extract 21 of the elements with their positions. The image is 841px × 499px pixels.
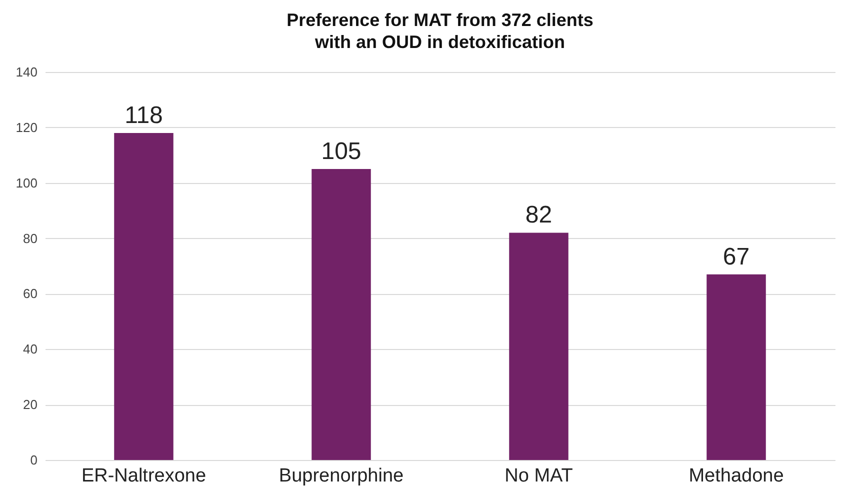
- x-tick-label: ER-Naltrexone: [81, 466, 206, 486]
- y-tick-label: 140: [16, 64, 38, 80]
- x-tick-label: Buprenorphine: [278, 466, 404, 486]
- y-tick-label: 120: [16, 120, 38, 135]
- y-tick-label: 0: [30, 452, 38, 468]
- y-tick-label: 100: [16, 175, 38, 190]
- x-tick-label: No MAT: [504, 466, 574, 486]
- x-tick-label: Methadone: [688, 466, 784, 486]
- y-tick-label: 20: [23, 397, 38, 412]
- bar: [114, 132, 174, 460]
- bar: [509, 232, 568, 460]
- y-tick-label: 60: [23, 286, 38, 302]
- y-tick-label: 80: [23, 230, 38, 246]
- bar: [706, 274, 766, 460]
- data-label: 67: [722, 243, 750, 270]
- chart-title: Preference for MAT from 372 clients with an OUD in detoxification: [286, 10, 594, 52]
- y-tick-label: 40: [23, 342, 38, 357]
- data-label: 82: [525, 202, 552, 229]
- data-label: 118: [124, 102, 163, 129]
- data-label: 105: [321, 138, 362, 165]
- bar: [312, 169, 371, 460]
